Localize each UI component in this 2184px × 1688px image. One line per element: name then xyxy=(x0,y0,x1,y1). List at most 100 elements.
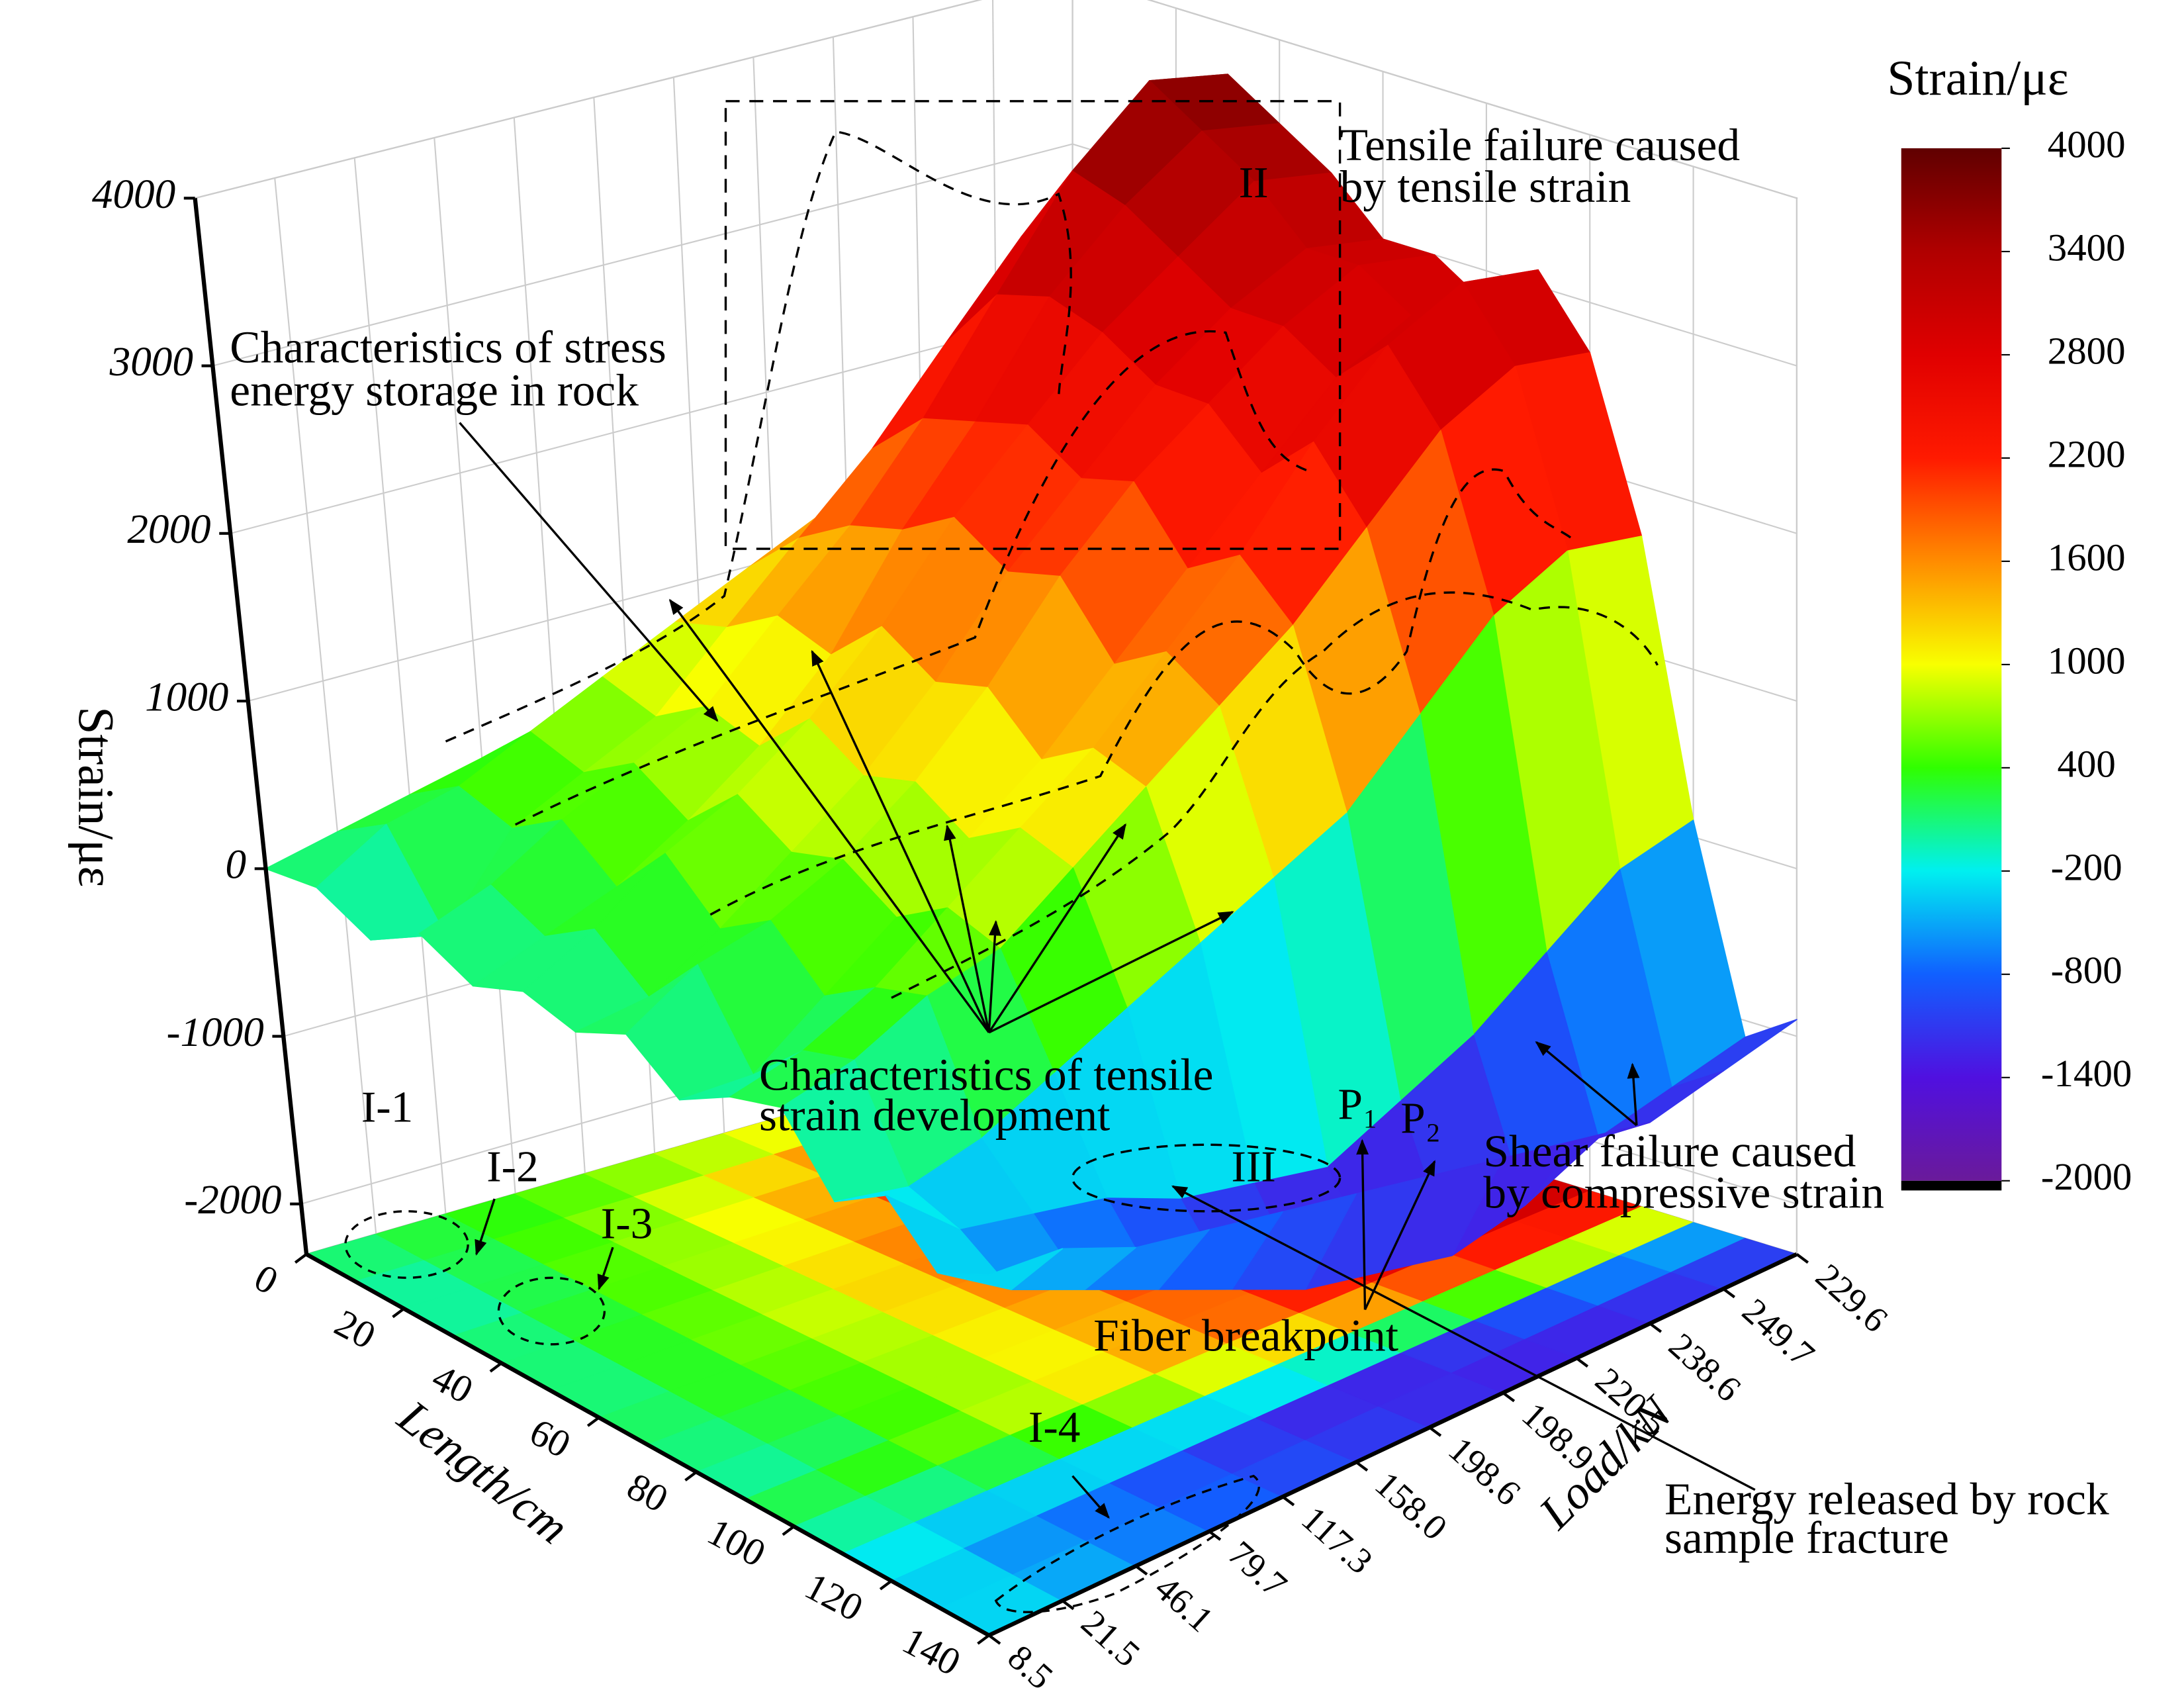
x-tick-label: 20 xyxy=(328,1301,383,1358)
y-tick xyxy=(1281,1495,1295,1507)
x-tick xyxy=(782,1525,795,1536)
colorbar-scale xyxy=(1901,148,2002,1181)
colorbar-tick-label: 1000 xyxy=(2048,639,2126,682)
region-label: III xyxy=(1231,1142,1275,1192)
region-outline xyxy=(497,1276,606,1346)
colorbar-tick-label: 4000 xyxy=(2048,123,2126,166)
y-tick-label: 79.7 xyxy=(1220,1533,1295,1605)
overlay xyxy=(344,100,1756,1613)
x-tick xyxy=(586,1416,600,1427)
region-outline xyxy=(1071,1143,1342,1213)
region-label: I-2 xyxy=(486,1142,539,1192)
arrow xyxy=(1535,1041,1637,1127)
arrow xyxy=(597,1246,614,1291)
y-tick xyxy=(987,1634,1001,1645)
colorbar-tick-label: 400 xyxy=(2057,742,2115,785)
arrow xyxy=(987,823,1126,1033)
annotation: Energy released by rock xyxy=(1664,1474,2109,1524)
colorbar-tick-label: 2200 xyxy=(2048,433,2126,476)
region-label: I-4 xyxy=(1028,1402,1081,1452)
colorbar-tick-label: -200 xyxy=(2051,845,2122,888)
annotation: Tensile failure caused xyxy=(1340,119,1740,170)
x-tick xyxy=(489,1362,502,1373)
x-axis-line xyxy=(305,1252,990,1638)
colorbar-tick-label: -1400 xyxy=(2041,1052,2132,1095)
arrow xyxy=(988,911,1234,1034)
y-tick-label: 249.7 xyxy=(1735,1290,1822,1374)
colorbar-end xyxy=(1901,1180,2002,1191)
y-tick-label: 198.6 xyxy=(1441,1429,1528,1513)
grid-line xyxy=(353,158,447,1214)
grid-line xyxy=(274,177,377,1235)
z-axis-line xyxy=(193,198,309,1255)
arrow xyxy=(1363,1160,1436,1311)
colorbar-tick-label: -800 xyxy=(2051,949,2122,992)
annotation: Characteristics of tensile xyxy=(759,1049,1214,1100)
grid-line xyxy=(433,137,516,1194)
arrow xyxy=(1171,1185,1756,1491)
annotation: Shear failure caused xyxy=(1483,1125,1856,1176)
colorbar-tick-label: 2800 xyxy=(2048,330,2126,373)
surface-outline xyxy=(709,468,1575,916)
x-tick xyxy=(294,1253,308,1264)
y-tick xyxy=(1575,1357,1589,1368)
surface-outline xyxy=(891,591,1659,999)
z-tick-label: 0 xyxy=(226,841,247,888)
surface-outline xyxy=(514,330,1310,826)
annotation: by compressive strain xyxy=(1483,1167,1884,1218)
x-tick xyxy=(392,1307,405,1319)
annotation: Characteristics of stress xyxy=(230,322,666,373)
y-axis-line xyxy=(987,1252,1798,1638)
region-outline xyxy=(344,1210,469,1279)
y-tick xyxy=(1428,1426,1442,1437)
annotation: Fiber breakpoint xyxy=(1093,1310,1398,1361)
x-tick-label: 140 xyxy=(895,1618,968,1684)
colorbar-title: Strain/με xyxy=(1887,51,2068,106)
arrow xyxy=(1627,1062,1640,1126)
y-tick-label: 238.6 xyxy=(1661,1325,1749,1409)
colorbar-tick-label: 1600 xyxy=(2048,536,2126,579)
y-tick-label: 117.3 xyxy=(1294,1498,1381,1581)
arrow xyxy=(668,598,990,1033)
surface xyxy=(265,73,1797,1290)
z-tick-label: 4000 xyxy=(92,171,175,217)
arrow xyxy=(1071,1475,1110,1519)
arrow xyxy=(459,422,719,722)
y-tick xyxy=(1796,1253,1809,1264)
y-tick xyxy=(1355,1461,1369,1472)
annotation: sample fracture xyxy=(1664,1512,1949,1563)
region-label: I-1 xyxy=(361,1082,414,1132)
x-tick-label: 120 xyxy=(798,1564,870,1630)
z-tick-label: 2000 xyxy=(127,506,210,552)
colorbar-tick-label: 3400 xyxy=(2048,226,2126,269)
colorbar: Strain/με 4000 3400 2800 2200 1600 1000 400 -200… xyxy=(1887,51,2132,1198)
y-tick xyxy=(1502,1391,1516,1403)
y-tick-label: 8.5 xyxy=(1000,1637,1061,1688)
arrow xyxy=(944,824,990,1033)
region-label: P₁ xyxy=(1338,1079,1379,1129)
y-tick-label: 229.6 xyxy=(1808,1256,1895,1340)
x-tick xyxy=(977,1634,990,1645)
grid-line xyxy=(195,0,1797,199)
y-tick-label: 158.0 xyxy=(1367,1464,1455,1548)
arrow xyxy=(987,919,1001,1033)
surface-cell xyxy=(936,1248,1064,1290)
x-tick-label: 100 xyxy=(701,1510,773,1575)
colorbar-tick-label: -2000 xyxy=(2041,1155,2132,1198)
y-tick xyxy=(1061,1599,1075,1611)
region-outline xyxy=(994,1474,1260,1613)
z-axis-title: Strain/με xyxy=(68,706,122,887)
arrow xyxy=(1356,1139,1369,1310)
x-tick-label: 80 xyxy=(620,1465,675,1521)
arrow xyxy=(475,1198,496,1256)
x-tick xyxy=(684,1471,698,1481)
z-tick-label: -2000 xyxy=(184,1176,281,1223)
x-tick xyxy=(879,1579,893,1591)
floor-contour xyxy=(305,1032,1798,1636)
region-label: II xyxy=(1239,158,1269,207)
y-tick xyxy=(1134,1565,1148,1575)
arrow xyxy=(811,649,990,1033)
annotation: by tensile strain xyxy=(1340,161,1631,212)
